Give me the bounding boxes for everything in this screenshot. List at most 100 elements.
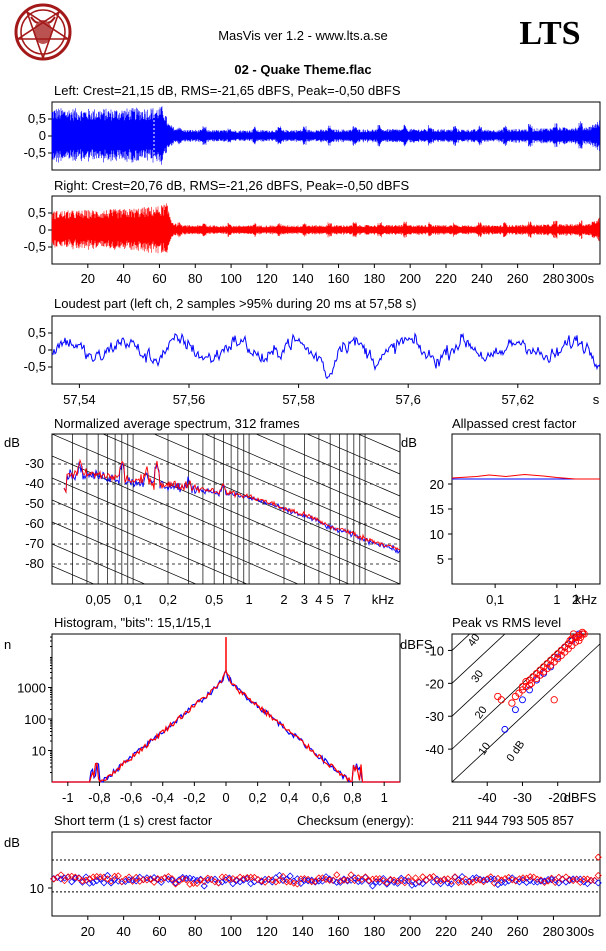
shortterm-left-point [437, 880, 445, 888]
shortterm-right-point [86, 875, 94, 883]
allpassed-title: Allpassed crest factor [452, 416, 577, 431]
shortterm-right-point [451, 873, 459, 881]
shortterm-right-point [523, 874, 531, 882]
spectrum-diagonal [52, 434, 400, 584]
shortterm-left-point [211, 875, 219, 883]
shortterm-right-point [537, 876, 545, 884]
left-ytick-label: -0,5 [24, 145, 46, 160]
shortterm-left-point [501, 878, 509, 887]
shortterm-left-point [508, 874, 516, 882]
shortterm-xtick-label: 20 [81, 924, 95, 939]
histogram-ylabel: n [4, 637, 11, 652]
shortterm-xtick-label: 240 [471, 924, 493, 939]
shortterm-right-point [361, 873, 369, 881]
peakrms-diag-label: 0 dB [505, 739, 528, 764]
shortterm-right-point [157, 875, 165, 884]
right-xtick-label: 280 [543, 271, 565, 286]
shortterm-xtick-label: 60 [152, 924, 166, 939]
shortterm-right-point [565, 875, 574, 884]
spectrum-xtick-label: 0,1 [124, 592, 142, 607]
peakrms-ytick-label: -10 [425, 643, 444, 658]
spectrum-ytick-label: -50 [25, 496, 44, 511]
shortterm-left-point [272, 874, 280, 882]
left-ytick-label: 0 [39, 128, 46, 143]
allpassed-xtick-label: 2 [572, 592, 579, 607]
shortterm-xtick-unit: 300s [566, 924, 595, 939]
shortterm-left-point [103, 871, 112, 880]
pentagram-logo [14, 3, 72, 61]
shortterm-right-point [143, 876, 151, 884]
shortterm-right-point [60, 877, 69, 885]
right-title: Right: Crest=20,76 dB, RMS=-21,26 dBFS, … [54, 178, 409, 193]
peakrms-title: Peak vs RMS level [452, 615, 561, 630]
spectrum-ytick-label: -40 [25, 476, 44, 491]
shortterm-right-point [494, 874, 502, 882]
shortterm-left-point [340, 875, 348, 883]
shortterm-right-point [569, 876, 577, 885]
shortterm-right-point [390, 876, 398, 884]
shortterm-xtick-label: 280 [543, 924, 565, 939]
spectrum-ytick-label: -80 [25, 556, 44, 571]
shortterm-right-point [64, 873, 72, 881]
shortterm-left-point [57, 875, 65, 883]
shortterm-left-point [419, 879, 427, 888]
peakrms-right-point [571, 638, 579, 646]
shortterm-left-point [197, 875, 205, 883]
peakrms-right-point [578, 628, 587, 637]
shortterm-right-point [243, 873, 251, 882]
shortterm-right-point [254, 875, 262, 884]
allpassed-ytick-label: 5 [437, 552, 444, 567]
shortterm-right-point [408, 877, 416, 886]
shortterm-left-point [279, 876, 287, 885]
shortterm-xtick-label: 120 [256, 924, 278, 939]
spectrum-ytick-label: -30 [25, 456, 44, 471]
shortterm-right-point [444, 875, 452, 883]
shortterm-left-point [555, 879, 563, 887]
peakrms-right-point [527, 679, 535, 687]
spectrum-ytick-label: -70 [25, 536, 44, 551]
shortterm-right-point [379, 876, 387, 885]
shortterm-right-point [426, 873, 434, 881]
spectrum-diagonal [255, 434, 400, 497]
shortterm-left-point [283, 875, 291, 883]
right-ytick-label: 0 [39, 222, 46, 237]
shortterm-right-point [591, 876, 599, 884]
shortterm-left-point [318, 877, 326, 885]
shortterm-right-point [437, 877, 445, 885]
shortterm-right-point [411, 874, 420, 882]
shortterm-right-point [182, 876, 190, 884]
shortterm-left-point [232, 877, 241, 885]
shortterm-right-point [573, 875, 581, 883]
peakrms-diag-label: 30 [469, 668, 486, 685]
shortterm-right-point [404, 873, 412, 881]
spectrum-xtick-label: 5 [327, 592, 334, 607]
shortterm-left-point [229, 880, 237, 888]
shortterm-ylabel: dB [4, 835, 20, 850]
loudest-frame [51, 315, 601, 385]
peakrms-left-point [511, 706, 519, 714]
shortterm-right-point [257, 877, 266, 885]
shortterm-xtick-label: 180 [364, 924, 386, 939]
brand-lts: LTS [519, 15, 580, 52]
shortterm-xtick-label: 40 [116, 924, 130, 939]
spectrum-diagonal [52, 521, 197, 584]
loudest-xtick-label: 57,58 [282, 392, 315, 407]
left-waveform [51, 106, 600, 165]
spectrum-xtick-unit: kHz [372, 592, 394, 607]
shortterm-left-point [157, 878, 165, 886]
shortterm-right-point [286, 878, 294, 886]
shortterm-right-point [490, 879, 498, 887]
right-ytick-label: -0,5 [24, 239, 46, 254]
shortterm-right-point [75, 874, 83, 882]
right-xtick-label: 140 [292, 271, 314, 286]
histogram-xtick-label: -0,2 [183, 790, 205, 805]
shortterm-left-point [82, 873, 90, 881]
shortterm-left-point [68, 878, 76, 886]
right-xtick-label: 40 [116, 271, 130, 286]
histogram-ytick-label: 100 [24, 712, 46, 727]
spectrum-right-curve [63, 458, 400, 551]
peakrms-right-point [580, 630, 588, 638]
shortterm-left-point [308, 876, 316, 884]
histogram-xtick-label: -0,4 [152, 790, 174, 805]
